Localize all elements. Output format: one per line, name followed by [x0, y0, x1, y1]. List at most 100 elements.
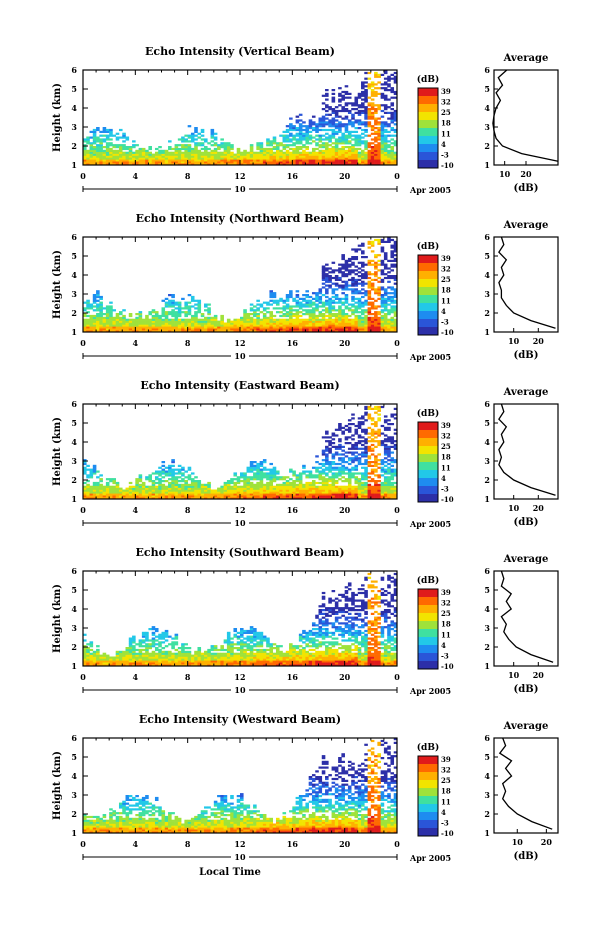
heatmap-cell: [328, 495, 332, 498]
heatmap-cell: [347, 330, 352, 333]
heatmap-cell: [380, 320, 385, 323]
heatmap-cell: [256, 142, 260, 145]
heatmap-cell: [122, 322, 126, 325]
heatmap-cell: [174, 161, 179, 164]
heatmap-cell: [92, 294, 97, 297]
heatmap-cell: [383, 83, 388, 86]
heatmap-cell: [364, 455, 368, 458]
heatmap-cell: [393, 428, 398, 431]
heatmap-cell: [351, 423, 355, 426]
heatmap-cell: [89, 153, 94, 156]
heatmap-cell: [334, 480, 339, 483]
heatmap-cell: [334, 284, 339, 287]
heatmap-cell: [259, 155, 264, 158]
heatmap-cell: [383, 89, 388, 92]
heatmap-cell: [351, 466, 355, 469]
heatmap-cell: [187, 294, 192, 297]
heatmap-cell: [387, 445, 391, 448]
heatmap-cell: [177, 493, 182, 496]
heatmap-cell: [305, 125, 309, 128]
heatmap-cell: [275, 146, 280, 149]
heatmap-cell: [305, 303, 309, 306]
heatmap-cell: [331, 109, 336, 113]
heatmap-cell: [377, 459, 381, 462]
heatmap-cell: [181, 153, 185, 156]
heatmap-cell: [246, 495, 251, 498]
heatmap-cell: [253, 330, 257, 333]
heatmap-cell: [249, 468, 254, 471]
heatmap-cell: [289, 140, 293, 143]
heatmap-cell: [194, 144, 198, 147]
heatmap-cell: [387, 476, 391, 479]
x-tick-label: 4: [133, 338, 139, 348]
heatmap-cell: [289, 132, 293, 135]
heatmap-cell: [338, 127, 342, 130]
heatmap-cell: [357, 485, 362, 488]
heatmap-cell: [351, 280, 355, 283]
heatmap-cell: [325, 98, 329, 101]
heatmap-cell: [174, 311, 179, 314]
heatmap-cell: [321, 159, 326, 162]
heatmap-cell: [367, 77, 372, 80]
heatmap-cell: [122, 493, 126, 496]
heatmap-cell: [233, 491, 238, 494]
heatmap-cell: [370, 330, 375, 333]
heatmap-cell: [256, 481, 260, 485]
heatmap-cell: [387, 309, 391, 312]
heatmap-cell: [194, 485, 198, 488]
heatmap-cell: [357, 119, 362, 122]
heatmap-cell: [243, 157, 247, 160]
heatmap-cell: [374, 314, 378, 318]
heatmap-cell: [112, 153, 117, 156]
heatmap-cell: [295, 491, 300, 494]
heatmap-cell: [204, 163, 208, 166]
heatmap-cell: [354, 96, 359, 99]
heatmap-cell: [135, 322, 139, 325]
heatmap-cell: [164, 480, 169, 483]
heatmap-cell: [325, 489, 329, 492]
heatmap-cell: [266, 157, 270, 160]
heatmap-cell: [344, 424, 349, 428]
heatmap-cell: [89, 326, 94, 329]
heatmap-cell: [89, 656, 94, 659]
heatmap-cell: [367, 242, 372, 245]
heatmap-cell: [380, 96, 385, 99]
heatmap-cell: [341, 459, 345, 462]
heatmap-cell: [351, 320, 355, 323]
heatmap-cell: [177, 303, 182, 306]
heatmap-cell: [318, 493, 323, 496]
heatmap-cell: [361, 462, 365, 466]
heatmap-cell: [171, 161, 175, 164]
heatmap-cell: [390, 470, 395, 473]
heatmap-cell: [83, 320, 87, 323]
heatmap-cell: [308, 309, 313, 312]
heatmap-cell: [181, 466, 185, 469]
y-tick-label: 2: [71, 475, 77, 485]
heatmap-cell: [347, 109, 352, 113]
heatmap-cell: [380, 461, 385, 464]
heatmap-cell: [298, 491, 303, 494]
heatmap-cell: [331, 282, 336, 285]
heatmap-cell: [380, 286, 385, 289]
heatmap-cell: [357, 436, 362, 439]
heatmap-cell: [177, 155, 182, 158]
heatmap-cell: [377, 453, 381, 456]
x-tick-label: 16: [287, 171, 299, 181]
heatmap-cell: [347, 151, 352, 154]
heatmap-cell: [370, 125, 375, 128]
heatmap-cell: [292, 159, 296, 162]
heatmap-cell: [341, 280, 345, 283]
heatmap-cell: [181, 326, 185, 329]
heatmap-cell: [354, 481, 359, 485]
heatmap-cell: [223, 326, 228, 329]
heatmap-cell: [387, 419, 391, 422]
heatmap-cell: [370, 320, 375, 323]
heatmap-cell: [370, 480, 375, 483]
heatmap-cell: [328, 451, 332, 454]
heatmap-cell: [370, 113, 375, 116]
heatmap-cell: [161, 299, 166, 302]
heatmap-cell: [318, 491, 323, 494]
heatmap-cell: [109, 149, 113, 152]
heatmap-cell: [96, 330, 100, 333]
heatmap-cell: [249, 495, 254, 498]
